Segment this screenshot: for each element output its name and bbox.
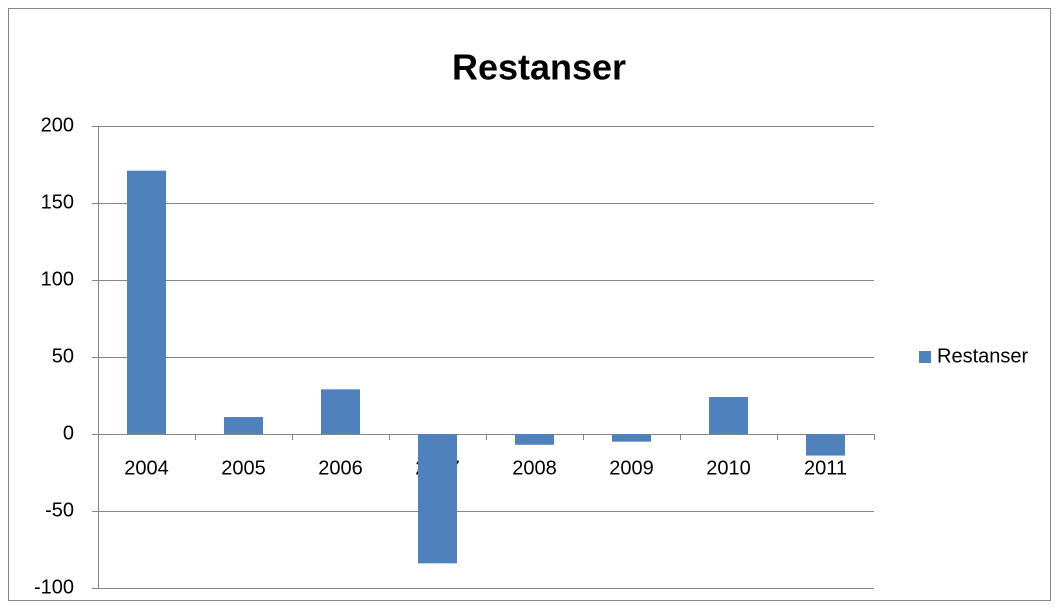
- chart-title: Restanser: [452, 47, 626, 88]
- x-tick-label: 2010: [706, 457, 751, 479]
- y-tick-label: -100: [34, 576, 74, 598]
- y-tick-label: -50: [45, 499, 74, 521]
- x-tick-label: 2005: [221, 457, 266, 479]
- bar: [418, 434, 457, 564]
- x-tick-label: 2011: [804, 457, 847, 479]
- chart-border: [8, 8, 1051, 601]
- x-tick-label: 2006: [318, 457, 363, 479]
- bar: [806, 434, 845, 456]
- bar: [612, 434, 651, 442]
- y-tick-label: 0: [63, 422, 74, 444]
- y-tick-label: 150: [41, 191, 74, 213]
- legend-swatch: [919, 351, 931, 363]
- y-tick-label: 200: [41, 114, 74, 136]
- bar: [127, 170, 166, 434]
- x-tick-label: 2009: [609, 457, 654, 479]
- x-tick-label: 2008: [512, 457, 557, 479]
- bar: [709, 397, 748, 434]
- x-tick-label: 2004: [124, 457, 169, 479]
- legend-label: Restanser: [937, 345, 1028, 367]
- bar: [321, 389, 360, 434]
- y-tick-label: 50: [52, 345, 74, 367]
- y-tick-label: 100: [41, 268, 74, 290]
- bar: [515, 434, 554, 445]
- bar: [224, 417, 263, 434]
